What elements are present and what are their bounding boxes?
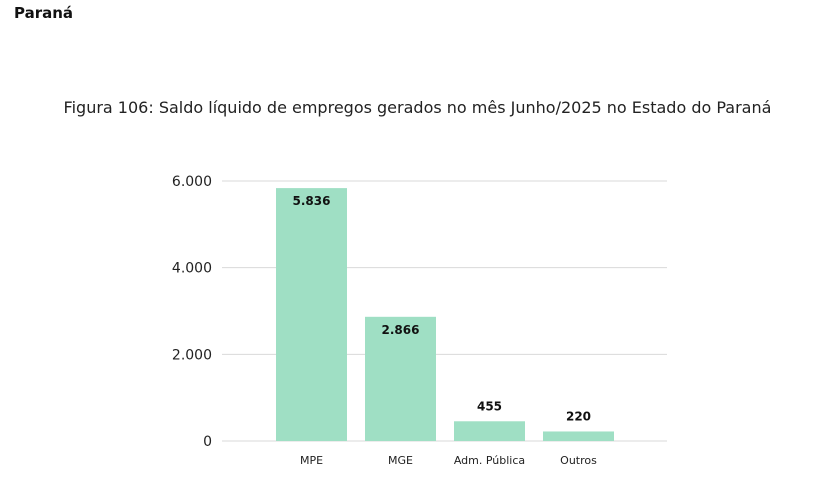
section-title: Paraná: [14, 4, 74, 22]
bar-value-label: 5.836: [293, 194, 331, 208]
x-axis-categories: MPE MGE Adm. Pública Outros: [300, 454, 597, 467]
y-axis-ticks: 0 2.000 4.000 6.000: [172, 174, 212, 450]
bar-value-label: 2.866: [382, 323, 420, 337]
y-tick-label: 6.000: [172, 174, 212, 190]
category-label: Outros: [560, 454, 597, 467]
y-tick-label: 4.000: [172, 261, 212, 277]
y-tick-label: 0: [203, 434, 212, 450]
category-label: MGE: [388, 454, 413, 467]
bar: [454, 421, 525, 441]
category-label: Adm. Pública: [454, 454, 525, 467]
data-labels: 5.836 2.866 455 220: [293, 194, 592, 423]
bar-value-label: 455: [477, 399, 502, 413]
bar-value-label: 220: [566, 409, 591, 423]
bar: [543, 431, 614, 441]
bar: [276, 188, 347, 441]
bars: [276, 188, 614, 441]
y-tick-label: 2.000: [172, 347, 212, 363]
bar: [365, 316, 436, 441]
figure-caption: Figura 106: Saldo líquido de empregos ge…: [63, 98, 772, 117]
category-label: MPE: [300, 454, 323, 467]
